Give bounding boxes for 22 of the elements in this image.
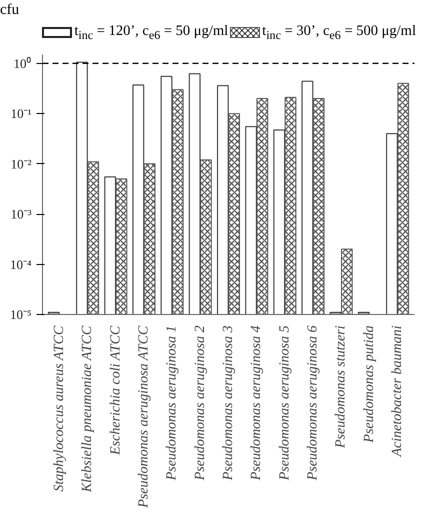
x-tick-label: Klebsiella pneumoniae ATCC: [80, 325, 96, 494]
y-tick-label: 10⁻³: [10, 206, 32, 222]
x-tick-label: Pseudomonas aeruginosa 5: [277, 325, 292, 482]
x-tick-label: Acinetobacter baumani: [390, 325, 406, 458]
x-tick-label: Pseudomonas aeruginosa ATCC: [136, 325, 152, 509]
x-tick-label: Pseudomonas stutzeri: [334, 325, 349, 449]
x-tick-label: Pseudomonas aeruginosa 1: [164, 325, 180, 482]
x-tick-label: Pseudomonas aeruginosa 2: [192, 325, 208, 482]
x-tick-label: Staphylococcus aureus ATCC: [52, 325, 67, 492]
y-tick-label: 10⁻⁵: [10, 307, 32, 322]
x-tick-label: Pseudomonas aeruginosa 6: [306, 325, 321, 482]
y-tick-label: 10⁻¹: [10, 106, 32, 122]
x-tick-label: Escherichia coli ATCC: [108, 325, 124, 456]
y-tick-label: 10⁻²: [10, 156, 32, 172]
legend-label: t$_{inc}$ = 30’, c$_{e6}$ = 500 μg/ml: [262, 23, 416, 42]
y-axis-title: cfu: [0, 1, 20, 20]
series-label: t$_{inc}$ = 120’, c$_{e6}$ = 50 μg/ml: [74, 23, 228, 42]
y-tick-label: 10⁻⁴: [10, 256, 32, 272]
y-tick-label: 10⁰: [14, 56, 32, 71]
x-tick-label: Pseudomonas aeruginosa 4: [249, 325, 264, 482]
x-tick-label: Pseudomonas aeruginosa 3: [221, 325, 236, 482]
x-tick-label: Pseudomonas putida: [362, 325, 377, 444]
